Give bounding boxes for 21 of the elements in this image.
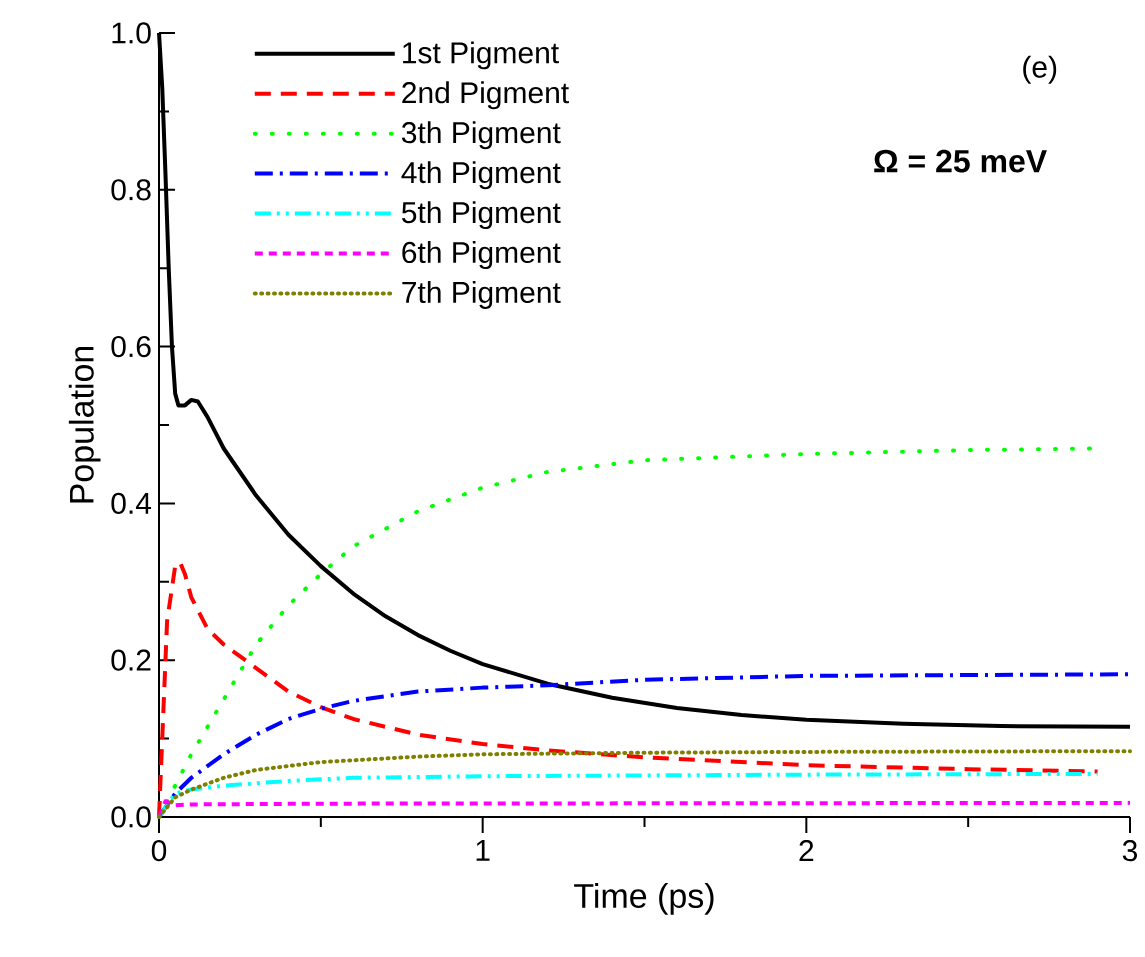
y-tick-label: 1.0 [112, 22, 151, 44]
x-tick-label: 3 [1122, 840, 1138, 862]
legend-label: 7th Pigment [402, 281, 561, 309]
x-tick-label: 1 [476, 840, 490, 861]
x-tick-label: 2 [799, 840, 814, 861]
legend-label: 1st Pigment [403, 41, 559, 70]
x-axis-title: Time (ps) [574, 883, 714, 915]
y-tick-label: 0.2 [111, 649, 151, 671]
legend-label: 4th Pigment [401, 161, 561, 190]
annotation: Ω = 25 meV [874, 149, 1047, 173]
legend-label: 3th Pigment [401, 121, 561, 150]
y-axis-title: Population [68, 346, 101, 503]
y-tick-label: 0.8 [111, 179, 151, 201]
x-tick-label: 0 [151, 840, 167, 862]
legend-label: 5th Pigment [401, 201, 561, 230]
legend-label: 6th Pigment [402, 241, 561, 270]
y-tick-label: 0.0 [111, 806, 151, 828]
y-tick-label: 0.4 [111, 492, 152, 514]
legend-label: 2nd Pigment [402, 81, 569, 110]
annotation: (e) [1023, 55, 1057, 84]
y-tick-label: 0.6 [111, 335, 151, 358]
